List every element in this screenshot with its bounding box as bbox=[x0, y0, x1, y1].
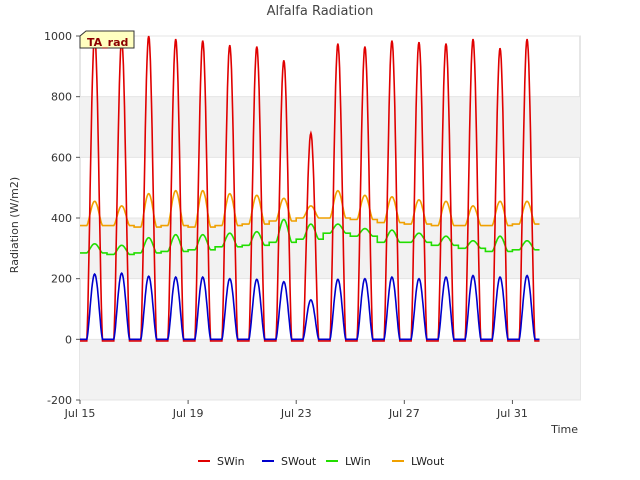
x-axis-label: Time bbox=[550, 423, 578, 436]
y-tick-label: 200 bbox=[51, 273, 72, 286]
x-tick-label: Jul 31 bbox=[496, 407, 528, 420]
legend: SWin SWout LWin LWout bbox=[198, 455, 445, 468]
badge-label: TA_rad bbox=[87, 36, 128, 49]
y-tick-label: 800 bbox=[51, 91, 72, 104]
series-line-lwout bbox=[80, 189, 540, 228]
badge: TA_rad bbox=[79, 30, 135, 49]
y-tick-label: -200 bbox=[47, 394, 72, 407]
series-lines bbox=[80, 35, 540, 342]
y-axis-label: Radiation (W/m2) bbox=[8, 177, 21, 273]
y-tick-label: 400 bbox=[51, 212, 72, 225]
grid-band bbox=[80, 96, 580, 158]
chart-title: Alfalfa Radiation bbox=[267, 4, 374, 19]
x-tick-label: Jul 19 bbox=[172, 407, 204, 420]
y-tick-label: 1000 bbox=[44, 30, 72, 43]
legend-label: SWout bbox=[281, 455, 317, 468]
legend-label: LWin bbox=[345, 455, 371, 468]
legend-label: SWin bbox=[217, 455, 245, 468]
x-tick-label: Jul 23 bbox=[280, 407, 312, 420]
series-line-swout bbox=[80, 272, 540, 341]
axes: -200 0 200 400 600 800 1000 Jul 15 Jul 19 Jul 23 J… bbox=[44, 30, 528, 420]
x-tick-label: Jul 15 bbox=[64, 407, 96, 420]
y-tick-label: 0 bbox=[65, 333, 72, 346]
legend-label: LWout bbox=[411, 455, 445, 468]
y-tick-label: 600 bbox=[51, 151, 72, 164]
series-line-lwin bbox=[80, 218, 540, 256]
series-line-swin bbox=[80, 35, 540, 342]
x-tick-label: Jul 27 bbox=[388, 407, 420, 420]
grid-band bbox=[80, 339, 580, 400]
grid-band bbox=[80, 218, 580, 279]
